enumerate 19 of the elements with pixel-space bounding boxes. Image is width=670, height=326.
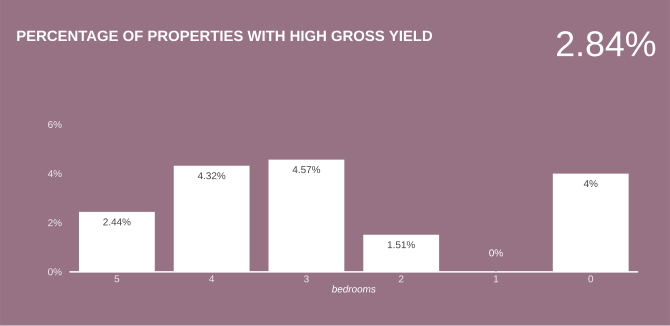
- data-label: 0%: [489, 250, 503, 257]
- x-axis-title: bedrooms: [332, 285, 376, 293]
- y-tick-label: 0%: [48, 268, 62, 276]
- x-tick-label: 5: [114, 276, 120, 282]
- data-label: 1.51%: [388, 241, 415, 248]
- y-tick-label: 4%: [48, 170, 62, 178]
- data-label: 2.44%: [103, 218, 131, 226]
- chart-title: PERCENTAGE OF PROPERTIES WITH HIGH GROSS YIELD: [17, 30, 432, 42]
- x-tick-label: 4: [209, 276, 214, 282]
- data-label: 4%: [584, 180, 598, 188]
- x-tick-label: 3: [304, 276, 309, 283]
- x-tick-label: 1: [494, 276, 498, 282]
- x-tick-label: 2: [398, 276, 404, 282]
- y-tick-label: 6%: [48, 121, 62, 128]
- x-tick-label: 0: [588, 276, 594, 283]
- y-tick-label: 2%: [48, 219, 62, 226]
- text: 2.84%: [557, 31, 656, 57]
- data-label: 4.57%: [292, 166, 320, 174]
- data-label: 4.32%: [198, 172, 226, 180]
